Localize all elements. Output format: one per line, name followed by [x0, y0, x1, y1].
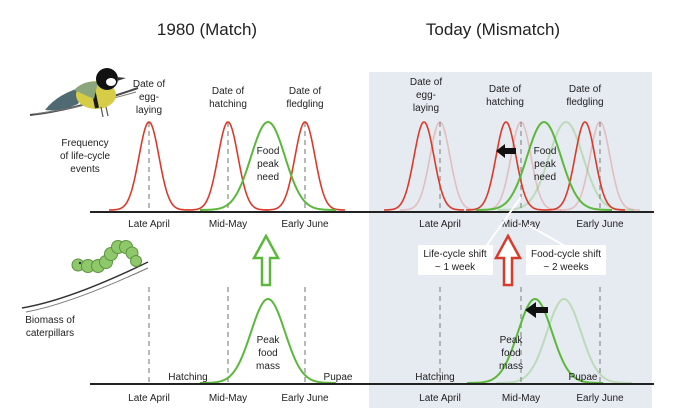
label-1980-egg-laying-line-3: laying: [136, 105, 162, 116]
tick-today-top-late-april: Late April: [419, 219, 461, 230]
life-cycle-shift-box: Life-cycle shift ~ 1 week: [418, 245, 493, 275]
label-today-egg-laying-line-2: egg-: [416, 90, 436, 101]
curve-today-egg-laying-1980: [400, 121, 480, 211]
label-today-hatching-line-1: Date of: [489, 84, 521, 95]
food-cycle-shift-title: Food-cycle shift: [531, 249, 601, 260]
tick-1980-bottom-late-april: Late April: [128, 393, 170, 404]
curve-today-egg-laying: [384, 121, 464, 211]
label-1980-fledgling-line-2: fledgling: [286, 99, 323, 110]
label-today-food-peak-need-line-2: peak: [534, 159, 557, 170]
curve-today-fledgling-1980: [560, 121, 640, 211]
food-cycle-shift-value: ~ 2 weeks: [543, 262, 588, 273]
label-1980-peak-food-mass-line-3: mass: [256, 361, 280, 372]
frequency-label-line-2: of life-cycle: [60, 151, 110, 162]
label-1980-hatching-line-2: hatching: [209, 99, 247, 110]
biomass-label: Biomass of caterpillars: [25, 315, 75, 339]
frequency-label-line-3: events: [70, 164, 99, 175]
biomass-label-line-1: Biomass of: [25, 315, 75, 326]
tick-today-bottom-late-april: Late April: [419, 393, 461, 404]
tick-today-top-mid-may: Mid-May: [502, 219, 540, 230]
curve-today-hatching-1980: [481, 121, 561, 211]
curve-1980-egg-laying: [109, 121, 189, 211]
tick-1980-bottom-early-june: Early June: [281, 393, 329, 404]
life-cycle-shift-value: ~ 1 week: [435, 262, 476, 273]
label-today-fledgling-line-2: fledgling: [566, 97, 603, 108]
right-up-arrow: [493, 233, 523, 287]
label-today-fledgling-line-1: Date of: [569, 84, 601, 95]
curve-1980-fledgling: [265, 121, 345, 211]
great-tit-bird-icon: [29, 68, 139, 118]
curve-1980-hatching: [188, 121, 268, 211]
caterpillar-shift-arrow: [525, 302, 548, 318]
label-1980-fledgling-line-1: Date of: [289, 86, 321, 97]
label-1980-egg-laying-line-2: egg-: [139, 92, 159, 103]
stage-labels: Date of egg-laying Date of hatching Date of f…: [133, 77, 604, 383]
axis-ticks: Late April Late April Mid-May Mid-May Early …: [128, 219, 624, 404]
label-1980-peak-food-mass-line-1: Peak: [257, 335, 281, 346]
bird-shift-arrow: [496, 144, 516, 158]
label-today-food-peak-need-line-1: Food: [534, 146, 557, 157]
label-today-peak-food-mass-line-1: Peak: [500, 335, 524, 346]
tick-today-bottom-early-june: Early June: [576, 393, 624, 404]
label-1980-egg-laying-line-1: Date of: [133, 79, 165, 90]
life-cycle-shift-box-frame: [418, 245, 493, 275]
curve-today-caterpillar-mass-1980: [496, 297, 632, 384]
tick-today-bottom-mid-may: Mid-May: [502, 393, 540, 404]
label-1980-caterpillar-pupae: Pupae: [324, 372, 353, 383]
label-today-food-peak-need-line-3: need: [534, 172, 556, 183]
tick-1980-bottom-mid-may: Mid-May: [209, 393, 247, 404]
tick-1980-top-mid-may: Mid-May: [209, 219, 247, 230]
label-today-peak-food-mass-line-2: food: [501, 348, 520, 359]
curves-layer: [109, 120, 640, 384]
food-cycle-shift-box: Food-cycle shift ~ 2 weeks: [526, 245, 606, 275]
label-today-hatching-line-2: hatching: [486, 97, 524, 108]
label-1980-food-peak-need-line-1: Food: [257, 146, 280, 157]
curve-today-hatching: [466, 121, 546, 211]
tick-1980-top-early-june: Early June: [281, 219, 329, 230]
title-today: Today (Mismatch): [426, 20, 560, 39]
label-1980-peak-food-mass-line-2: food: [258, 348, 277, 359]
curve-today-caterpillar-mass: [467, 297, 603, 384]
label-1980-food-peak-need-line-2: peak: [257, 159, 280, 170]
label-today-egg-laying-line-1: Date of: [410, 77, 442, 88]
curve-today-food-need: [476, 120, 612, 211]
left-up-arrow: [251, 233, 281, 287]
caterpillar-icon: [21, 240, 149, 313]
frequency-label-line-1: Frequency: [61, 138, 108, 149]
life-cycle-shift-title: Life-cycle shift: [423, 249, 487, 260]
food-cycle-shift-box-frame: [526, 245, 606, 275]
tick-1980-top-late-april: Late April: [128, 219, 170, 230]
label-today-caterpillar-pupae: Pupae: [569, 372, 598, 383]
life-cycle-connector: [486, 196, 522, 246]
frequency-label: Frequency of life-cycle events: [60, 138, 110, 175]
tick-today-top-early-june: Early June: [576, 219, 624, 230]
label-today-caterpillar-hatching: Hatching: [415, 372, 454, 383]
label-1980-food-peak-need-line-3: need: [257, 172, 279, 183]
curve-today-fledgling: [545, 121, 625, 211]
biomass-label-line-2: caterpillars: [26, 328, 74, 339]
label-today-egg-laying-line-3: laying: [413, 103, 439, 114]
label-today-peak-food-mass-line-3: mass: [499, 361, 523, 372]
label-1980-caterpillar-hatching: Hatching: [168, 372, 207, 383]
label-1980-hatching-line-1: Date of: [212, 86, 244, 97]
curve-1980-caterpillar-mass: [200, 297, 336, 384]
title-1980: 1980 (Match): [157, 20, 257, 39]
food-cycle-connector: [527, 224, 566, 247]
curve-1980-food-need: [200, 120, 336, 211]
